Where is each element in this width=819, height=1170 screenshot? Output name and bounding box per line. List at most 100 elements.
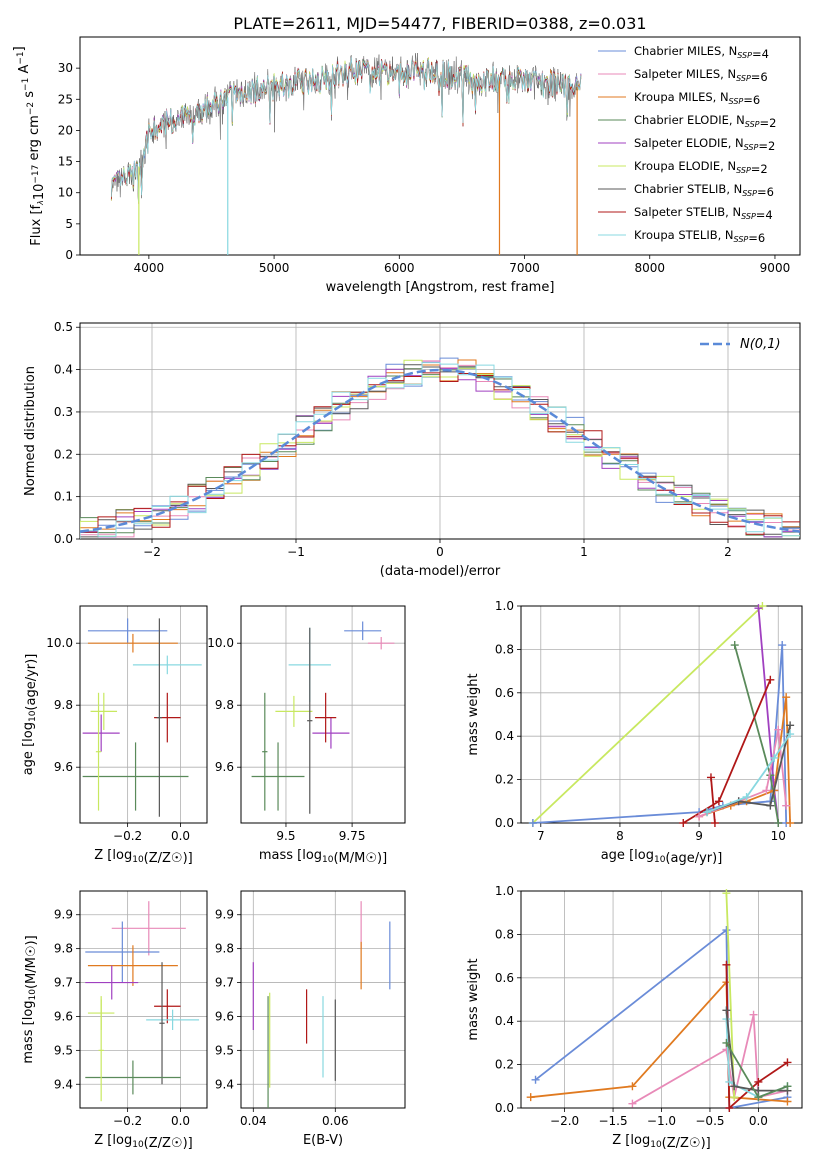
y-tick-label: 1.0 xyxy=(495,599,514,613)
weight-marker xyxy=(783,1058,792,1067)
weight-marker xyxy=(628,1082,637,1091)
legend-label: Chabrier ELODIE, NSSP=2 xyxy=(634,113,776,130)
residuals-panel: −2 −1 0 1 2 0.0 0.1 0.2 0.3 0.4 0.5 (data-model)/er… xyxy=(23,320,801,579)
y-tick-label: 0.6 xyxy=(495,971,514,985)
x-axis-label: Z [log10(Z/Z☉)] xyxy=(94,848,192,866)
y-tick-label: 20 xyxy=(58,123,73,137)
weight-marker xyxy=(783,1082,792,1091)
axes-frame xyxy=(79,890,208,1109)
y-tick-label: 9.8 xyxy=(54,698,73,712)
y-tick-label: 1.0 xyxy=(495,884,514,898)
weight-marker xyxy=(526,1093,535,1102)
weight-marker xyxy=(722,926,731,935)
y-tick-label: 9.8 xyxy=(54,942,73,956)
x-axis-label: Z [log10(Z/Z☉)] xyxy=(94,1133,192,1151)
weight-marker xyxy=(725,1077,734,1086)
legend-label: Salpeter MILES, NSSP=6 xyxy=(634,67,768,84)
weight_vs_Z-panel: −2.0 −1.5 −1.0 −0.5 0.0 0.0 0.2 0.4 0.6 0.8 1.0 Z [… xyxy=(466,884,803,1151)
y-axis-label: Flux [fλ10−17 erg cm−2 s−1 A−1] xyxy=(12,46,47,245)
y-tick-label: 5 xyxy=(65,217,73,231)
weight-marker xyxy=(766,801,775,810)
weight-marker xyxy=(762,786,771,795)
y-tick-label: 0.4 xyxy=(495,729,514,743)
legend-label: Chabrier MILES, NSSP=4 xyxy=(634,44,769,61)
x-axis-label: age [log10(age/yr)] xyxy=(601,848,723,866)
x-tick-label: 9.75 xyxy=(339,829,366,843)
weight-marker xyxy=(749,1010,758,1019)
y-tick-label: 9.4 xyxy=(54,1077,73,1091)
y-tick-label: 9.5 xyxy=(215,1043,234,1057)
weight-marker xyxy=(725,1104,734,1112)
y-axis-label: age [log10(age/yr)] xyxy=(21,654,39,776)
y-tick-label: 0.8 xyxy=(495,642,514,656)
x-tick-label: 0.0 xyxy=(171,1114,190,1128)
legend-label: Chabrier STELIB, NSSP=6 xyxy=(634,182,774,199)
y-tick-label: 9.7 xyxy=(215,976,234,990)
y-tick-label: 9.9 xyxy=(54,908,73,922)
legend-label: Kroupa STELIB, NSSP=6 xyxy=(634,228,765,245)
x-tick-label: 10 xyxy=(771,829,786,843)
legend-label: Kroupa MILES, NSSP=6 xyxy=(634,90,760,107)
weight-line xyxy=(530,979,788,1103)
y-tick-label: 0 xyxy=(65,248,73,262)
y-tick-label: 9.5 xyxy=(54,1043,73,1057)
x-axis-label: (data-model)/error xyxy=(380,564,501,579)
weight-line xyxy=(698,696,791,824)
axes-frame xyxy=(240,890,406,1109)
weight-marker xyxy=(770,753,779,762)
legend-label: N(0,1) xyxy=(740,337,781,352)
weight-marker xyxy=(786,721,795,730)
y-tick-label: 0.2 xyxy=(495,1058,514,1072)
x-tick-label: −0.2 xyxy=(113,1114,142,1128)
weight-marker xyxy=(778,641,787,650)
legend-label: Salpeter STELIB, NSSP=4 xyxy=(634,205,773,222)
y-tick-label: 9.7 xyxy=(54,976,73,990)
y-tick-label: 0.0 xyxy=(495,816,514,830)
weight-marker xyxy=(714,797,723,806)
weight-marker xyxy=(742,792,751,801)
y-tick-label: 10.0 xyxy=(46,636,73,650)
x-tick-label: 0.06 xyxy=(322,1114,349,1128)
weight-marker xyxy=(766,675,775,684)
weight-marker xyxy=(722,1006,731,1015)
spectrum-series xyxy=(110,57,582,202)
weight-marker xyxy=(782,693,791,702)
x-tick-label: 7000 xyxy=(509,261,540,275)
x-axis-label: wavelength [Angstrom, rest frame] xyxy=(326,280,555,295)
weight-marker xyxy=(722,960,731,969)
y-tick-label: 0.2 xyxy=(54,447,73,461)
x-tick-label: 9.5 xyxy=(276,829,295,843)
y-tick-label: 25 xyxy=(58,92,73,106)
axes-frame xyxy=(79,605,208,824)
legend-label: Kroupa ELODIE, NSSP=2 xyxy=(634,159,768,176)
x-tick-label: 9 xyxy=(695,829,703,843)
x-tick-label: 2 xyxy=(724,545,732,559)
x-tick-label: 0.0 xyxy=(749,1114,768,1128)
age_vs_Z-panel: −0.2 0.0 9.6 9.8 10.0 Z [log10(Z/Z☉)] age [log… xyxy=(21,605,208,866)
y-tick-label: 0.0 xyxy=(54,532,73,546)
errorbar-points xyxy=(252,901,391,1108)
y-axis-label: mass weight xyxy=(466,958,481,1040)
x-tick-label: 8000 xyxy=(634,261,665,275)
y-axis-label: Normed distribution xyxy=(23,366,38,496)
spectrum-lines xyxy=(110,52,582,255)
y-tick-label: 9.6 xyxy=(54,760,73,774)
gaussian-reference-curve xyxy=(80,368,800,533)
mass_vs_Z-panel: −0.2 0.0 9.4 9.5 9.6 9.7 9.8 9.9 Z [log10(Z/Z☉)]… xyxy=(21,890,208,1151)
x-tick-label: −1 xyxy=(287,545,305,559)
weight-marker xyxy=(628,1099,637,1108)
weight-marker xyxy=(754,1077,763,1086)
weight-marker xyxy=(722,889,731,898)
y-tick-label: 0.3 xyxy=(54,405,73,419)
axes-frame xyxy=(79,322,801,540)
x-tick-label: 0.0 xyxy=(171,829,190,843)
errorbar-points xyxy=(82,618,202,817)
axes-frame xyxy=(240,605,406,824)
x-tick-label: 8 xyxy=(616,829,624,843)
weight-marker xyxy=(754,1093,763,1102)
x-axis-label: E(B-V) xyxy=(303,1133,343,1148)
weight-marker xyxy=(730,1082,739,1091)
y-tick-label: 10 xyxy=(58,186,73,200)
x-tick-label: 1 xyxy=(580,545,588,559)
